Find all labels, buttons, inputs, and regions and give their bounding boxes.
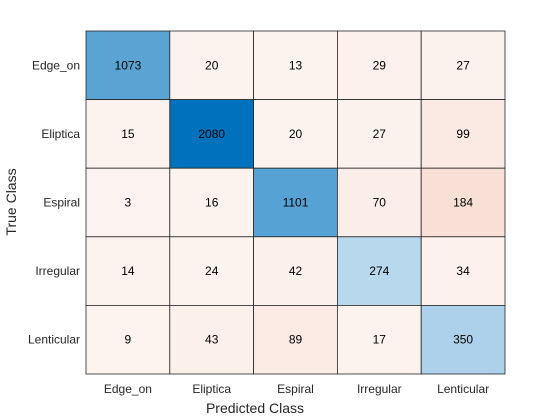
y-tick-label: Irregular: [35, 264, 80, 278]
matrix-cell-value: 70: [373, 196, 387, 210]
matrix-cell-irregular-lenticular: [420, 236, 506, 306]
matrix-cell-espiral-lenticular: [420, 167, 506, 238]
matrix-cell-irregular-irregular: [336, 236, 422, 306]
matrix-cell-value: 1073: [115, 58, 142, 72]
matrix-cell-irregular-eliptica: [169, 236, 255, 306]
matrix-cell-value: 9: [125, 333, 132, 347]
matrix-cell-value: 34: [456, 264, 470, 278]
matrix-cell-edge_on-eliptica: [169, 30, 255, 100]
matrix-cell-edge_on-lenticular: [420, 30, 506, 100]
matrix-cell-value: 14: [121, 264, 135, 278]
matrix-cell-value: 16: [205, 196, 219, 210]
x-tick-label: Edge_on: [104, 382, 152, 396]
x-tick-label: Irregular: [357, 382, 402, 396]
y-axis-tick-labels: Edge_on Eliptica Espiral Irregular Lenticula…: [28, 58, 80, 346]
matrix-cell-value: 89: [289, 333, 303, 347]
matrix-cell-edge_on-irregular: [336, 30, 422, 100]
matrix-cell-espiral-irregular: [336, 167, 422, 238]
x-tick-label: Eliptica: [192, 382, 231, 396]
matrix-cell-value: 15: [121, 127, 135, 141]
matrix-cell-lenticular-eliptica: [169, 304, 255, 375]
matrix-cell-value: 20: [205, 58, 219, 72]
x-axis-label: Predicted Class: [206, 400, 304, 416]
matrix-cell-value: 17: [373, 333, 387, 347]
matrix-cell-value: 42: [289, 264, 303, 278]
matrix-cell-eliptica-espiral: [253, 99, 338, 169]
matrix-cell-lenticular-espiral: [253, 304, 338, 375]
y-tick-label: Edge_on: [32, 58, 80, 72]
y-axis-label: True Class: [3, 168, 19, 235]
x-tick-label: Lenticular: [437, 382, 489, 396]
y-tick-label: Lenticular: [28, 333, 80, 347]
matrix-cell-value: 27: [373, 127, 387, 141]
matrix-cell-espiral-eliptica: [169, 167, 255, 238]
matrix-cell-irregular-edge_on: [85, 236, 171, 306]
matrix-cell-value: 27: [456, 58, 470, 72]
matrix-cell-lenticular-lenticular: [420, 304, 506, 375]
matrix-cell-value: 1101: [283, 196, 309, 210]
matrix-cell-value: 24: [205, 264, 219, 278]
matrix-cell-edge_on-edge_on: [85, 30, 171, 100]
x-tick-label: Espiral: [277, 382, 314, 396]
matrix-cell-value: 184: [453, 196, 473, 210]
matrix-cells: [85, 30, 506, 375]
matrix-cell-value: 350: [453, 333, 473, 347]
matrix-cell-lenticular-edge_on: [85, 304, 171, 375]
matrix-cell-value: 3: [125, 196, 132, 210]
matrix-cell-value: 43: [205, 333, 219, 347]
matrix-cell-espiral-espiral: [253, 167, 338, 238]
y-tick-label: Eliptica: [41, 127, 80, 141]
matrix-cell-eliptica-lenticular: [420, 99, 506, 169]
matrix-cell-value: 274: [369, 264, 389, 278]
matrix-cell-value: 2080: [198, 127, 225, 141]
matrix-cell-irregular-espiral: [253, 236, 338, 306]
matrix-cell-value: 29: [373, 58, 387, 72]
matrix-cell-value: 20: [289, 127, 303, 141]
y-tick-label: Espiral: [43, 196, 80, 210]
matrix-cell-edge_on-espiral: [253, 30, 338, 100]
matrix-cell-eliptica-edge_on: [85, 99, 171, 169]
matrix-cell-value: 99: [456, 127, 470, 141]
matrix-cell-value: 13: [289, 58, 303, 72]
x-axis-tick-labels: Edge_on Eliptica Espiral Irregular Lenticula…: [104, 382, 489, 396]
matrix-cell-values: 1073 20 13 29 27 15 2080 20 27 99 3 16 1101 70 184 14 24…: [115, 58, 474, 346]
